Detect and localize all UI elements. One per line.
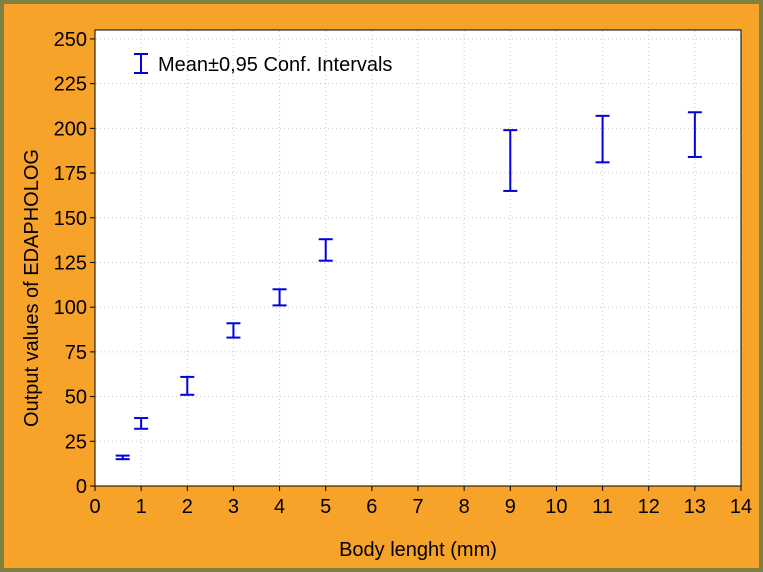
error-bar	[180, 375, 195, 396]
y-tick-label: 100	[54, 297, 87, 319]
error-bar	[226, 322, 241, 339]
grid-lines	[96, 31, 740, 485]
x-tick-label: 9	[505, 496, 516, 518]
x-tick-label: 7	[412, 496, 423, 518]
error-bars	[115, 111, 702, 461]
x-tick-label: 5	[320, 496, 331, 518]
y-tick-label: 225	[54, 74, 87, 96]
x-axis: 0 1 2 3 4 5 6 7 8 9 10 11 12 13 14	[89, 486, 752, 518]
x-tick-label: 2	[182, 496, 193, 518]
x-tick-label: 10	[545, 496, 567, 518]
x-tick-label: 8	[459, 496, 470, 518]
error-bar	[115, 454, 130, 461]
error-bar	[687, 111, 702, 158]
legend-label: Mean±0,95 Conf. Intervals	[158, 54, 392, 76]
legend-errorbar-symbol	[134, 53, 148, 74]
y-tick-label: 25	[65, 431, 87, 453]
error-bar	[503, 129, 518, 192]
error-bar	[134, 417, 149, 430]
y-tick-label: 175	[54, 163, 87, 185]
error-bar	[595, 114, 610, 164]
y-tick-label: 200	[54, 118, 87, 140]
x-tick-label: 11	[592, 496, 613, 518]
x-tick-label: 3	[228, 496, 239, 518]
y-tick-label: 250	[54, 29, 87, 51]
x-tick-label: 0	[89, 496, 100, 518]
y-tick-label: 150	[54, 208, 87, 230]
y-tick-label: 50	[65, 387, 87, 409]
legend: Mean±0,95 Conf. Intervals	[134, 53, 392, 76]
plot-area	[94, 29, 742, 487]
x-axis-title: Body lenght (mm)	[339, 539, 497, 561]
error-bar	[272, 288, 287, 307]
x-tick-label: 13	[684, 496, 706, 518]
x-tick-label: 4	[274, 496, 285, 518]
x-tick-label: 14	[730, 496, 752, 518]
y-axis: 0 25 50 75 100 125 150 175 200 225 250	[54, 29, 95, 498]
x-tick-label: 12	[638, 496, 660, 518]
y-axis-title: Output values of EDAPHOLOG	[21, 149, 43, 427]
x-tick-label: 6	[366, 496, 377, 518]
error-bar	[318, 238, 333, 262]
y-tick-label: 125	[54, 252, 87, 274]
y-tick-label: 75	[65, 342, 87, 364]
y-tick-label: 0	[76, 476, 87, 498]
x-tick-label: 1	[136, 496, 147, 518]
